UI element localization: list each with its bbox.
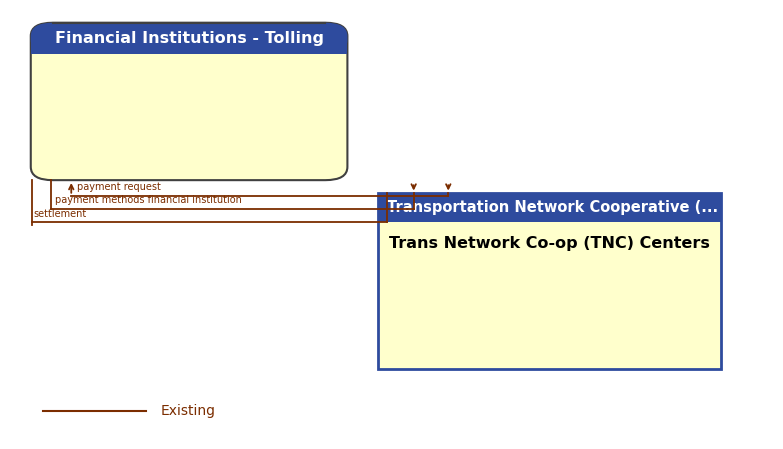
Text: Existing: Existing — [161, 404, 216, 418]
FancyBboxPatch shape — [31, 23, 348, 180]
FancyBboxPatch shape — [31, 23, 348, 54]
Text: Trans Network Co-op (TNC) Centers: Trans Network Co-op (TNC) Centers — [389, 236, 710, 251]
Text: settlement: settlement — [34, 209, 87, 219]
Bar — [378, 194, 720, 369]
Text: payment methods financial institution: payment methods financial institution — [55, 195, 242, 206]
Bar — [378, 194, 720, 222]
Text: payment request: payment request — [78, 182, 161, 192]
Text: Transportation Network Cooperative (...: Transportation Network Cooperative (... — [387, 200, 718, 216]
Text: Financial Institutions - Tolling: Financial Institutions - Tolling — [55, 31, 323, 46]
Bar — [31, 37, 347, 54]
